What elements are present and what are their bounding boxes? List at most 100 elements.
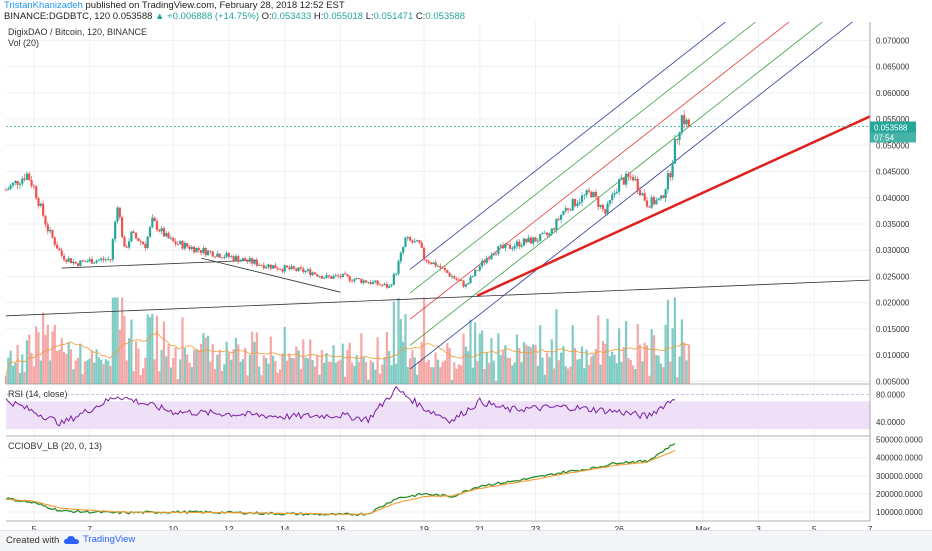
candle-body	[104, 259, 107, 261]
high-value: 0.055018	[323, 11, 364, 22]
candle-body	[606, 203, 609, 214]
candle-body	[81, 260, 84, 262]
candle-body	[548, 233, 551, 236]
candle-body	[332, 276, 335, 279]
y-tick-label: 0.060000	[876, 89, 910, 98]
volume-bar	[474, 322, 477, 384]
tradingview-logo[interactable]: TradingView	[64, 534, 135, 545]
volume-bar	[283, 326, 286, 384]
candle-body	[320, 275, 323, 279]
cci-tick-label: 500000.0000	[876, 436, 923, 445]
volume-bar	[615, 363, 618, 384]
volume-bar	[318, 374, 321, 384]
y-tick-label: 0.030000	[876, 246, 910, 255]
volume-bar	[134, 341, 138, 384]
volume-bar	[687, 344, 690, 384]
volume-bar	[450, 379, 454, 384]
candle-body	[227, 253, 231, 257]
candle-body	[190, 246, 193, 250]
candle-body	[193, 246, 196, 253]
candle-body	[348, 275, 351, 281]
channel-upper-line	[409, 0, 755, 270]
candle-body	[146, 236, 149, 249]
candle-body	[58, 248, 61, 251]
volume-bar	[267, 363, 270, 384]
volume-bar	[448, 347, 451, 384]
x-tick-label: 23	[531, 524, 541, 530]
volume-bar	[555, 309, 558, 384]
volume-bar	[334, 362, 337, 384]
y-tick-label: 0.005000	[876, 377, 910, 386]
volume-bar	[520, 362, 523, 384]
volume-bar	[455, 368, 458, 384]
volume-bar	[652, 335, 656, 384]
volume-bar	[511, 365, 514, 384]
candle-body	[608, 200, 611, 204]
volume-bar	[597, 315, 600, 384]
cci-tick-label: 400000.0000	[876, 454, 923, 463]
candle-body	[132, 231, 135, 233]
chart-area[interactable]: 5 7 10 12 14 16 19 21 23 26 Mar 3 5 7 0.070000 0.065000…	[0, 0, 932, 534]
candle-body	[455, 278, 458, 280]
volume-bar	[529, 347, 533, 384]
candle-body	[525, 238, 528, 243]
candle-body	[539, 234, 542, 241]
candle-body	[576, 203, 579, 207]
volume-bar	[111, 297, 114, 384]
candle-body	[262, 265, 265, 269]
candle-body	[18, 183, 22, 185]
candle-body	[255, 260, 258, 266]
x-tick-label: 16	[336, 524, 346, 530]
volume-bar	[260, 375, 263, 384]
timer-badge-bg	[870, 132, 916, 143]
author-link[interactable]: TristanKhanizadeh	[4, 0, 83, 11]
volume-bar	[413, 357, 416, 384]
volume-bar	[234, 337, 238, 384]
volume-bar	[457, 364, 461, 384]
candle-body	[553, 228, 556, 230]
candle-body	[276, 268, 279, 270]
volume-bar	[515, 334, 519, 384]
candle-body	[130, 231, 133, 242]
candle-body	[246, 260, 249, 262]
candle-body	[102, 258, 105, 260]
candle-body	[429, 262, 433, 264]
candle-body	[241, 258, 245, 261]
volume-bar	[95, 349, 98, 384]
candle-body	[209, 250, 212, 252]
y-tick-label: 0.020000	[876, 299, 910, 308]
volume-bar	[209, 361, 212, 384]
volume-bar	[650, 329, 653, 384]
volume-bar	[44, 334, 47, 384]
y-tick-label: 0.070000	[876, 36, 910, 45]
candle-body	[55, 244, 59, 249]
volume-bar	[107, 360, 110, 384]
volume-bar	[37, 332, 40, 384]
volume-bar	[353, 365, 356, 384]
candle-body	[167, 233, 170, 239]
candle-body	[79, 260, 82, 267]
candle-body	[669, 173, 672, 178]
tradingview-brand: TradingView	[83, 534, 136, 545]
candle-body	[139, 241, 142, 242]
chart-svg[interactable]: 5 7 10 12 14 16 19 21 23 26 Mar 3 5 7 0.070000 0.065000…	[0, 0, 932, 534]
volume-bar	[627, 358, 630, 384]
candle-body	[155, 221, 159, 230]
candle-body	[494, 253, 498, 255]
volume-bar	[622, 347, 625, 384]
volume-bar	[429, 367, 433, 384]
volume-bar	[299, 369, 303, 384]
y-tick-label: 0.050000	[876, 141, 910, 150]
volume-bars	[4, 297, 690, 384]
candle-body	[88, 259, 91, 262]
volume-bar	[355, 355, 358, 384]
volume-bar	[527, 346, 530, 384]
volume-bar	[320, 350, 323, 384]
candle-body	[211, 251, 214, 257]
volume-bar	[53, 324, 56, 384]
y-tick-label: 0.045000	[876, 168, 910, 177]
volume-bar	[578, 358, 581, 384]
volume-bar	[601, 340, 605, 384]
volume-bar	[49, 360, 52, 384]
candle-body	[304, 270, 307, 273]
